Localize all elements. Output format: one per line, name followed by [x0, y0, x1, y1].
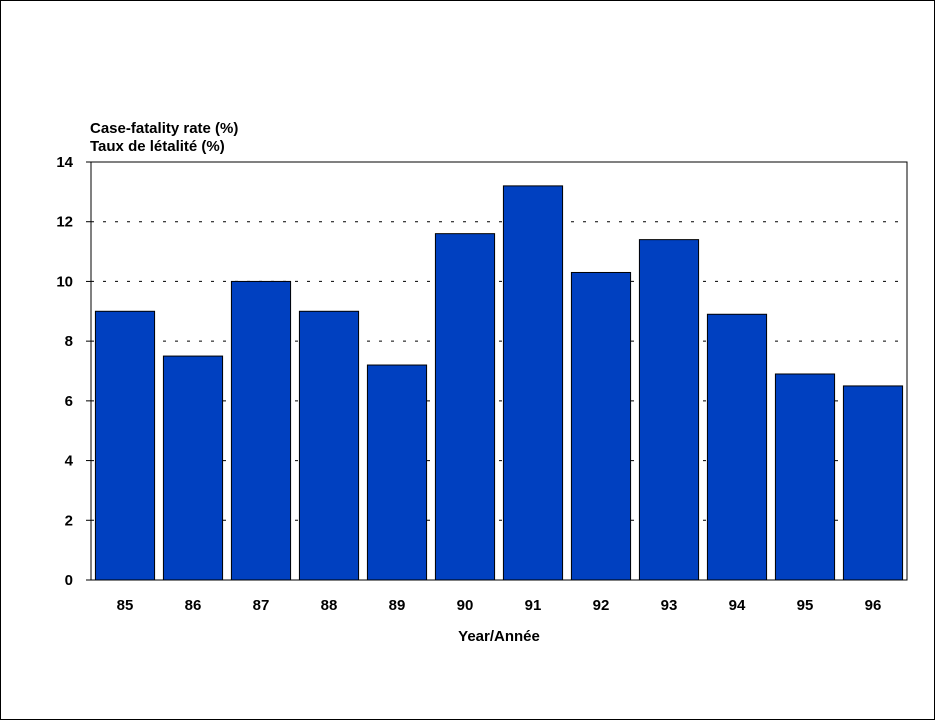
- x-tick-label: 89: [389, 597, 406, 614]
- y-tick-label: 8: [65, 333, 73, 350]
- x-tick-label: 87: [253, 597, 270, 614]
- y-tick-label: 10: [56, 273, 73, 290]
- bar-94: [706, 313, 768, 581]
- x-tick-label: 95: [797, 597, 814, 614]
- bar-90: [434, 233, 496, 581]
- x-axis-ticks: 85 86 87 88 89 90 91 92 93 94 95 96: [117, 597, 882, 614]
- x-axis-label: Year/Année: [458, 628, 540, 645]
- x-tick-label: 93: [661, 597, 678, 614]
- x-tick-label: 88: [321, 597, 338, 614]
- bar-85: [94, 310, 156, 581]
- bars: [94, 185, 904, 581]
- x-tick-label: 86: [185, 597, 202, 614]
- x-tick-label: 94: [729, 597, 746, 614]
- bar-87: [230, 280, 292, 581]
- y-tick-label: 14: [56, 154, 73, 171]
- bar-92: [570, 271, 632, 581]
- y-tick-label: 0: [65, 572, 73, 589]
- y-axis-label-english: Case-fatality rate (%): [90, 120, 238, 137]
- bar-95: [774, 373, 836, 581]
- x-tick-label: 85: [117, 597, 134, 614]
- y-axis-label-french: Taux de létalité (%): [90, 138, 225, 155]
- bar-89: [366, 364, 428, 581]
- x-tick-label: 92: [593, 597, 610, 614]
- bar-93: [638, 239, 700, 581]
- bar-86: [162, 355, 224, 581]
- y-tick-label: 2: [65, 512, 73, 529]
- bar-88: [298, 310, 360, 581]
- gridlines: [91, 221, 907, 521]
- x-tick-label: 90: [457, 597, 474, 614]
- bar-96: [842, 385, 904, 581]
- plot-area-border: [90, 161, 908, 581]
- bar-91: [502, 185, 564, 581]
- y-tick-label: 6: [65, 393, 73, 410]
- y-tick-label: 4: [65, 453, 74, 470]
- y-tick-label: 12: [56, 214, 73, 231]
- y-axis-ticks: 0 2 4 6 8 10 12 14: [56, 154, 91, 589]
- x-tick-label: 91: [525, 597, 542, 614]
- x-tick-label: 96: [865, 597, 882, 614]
